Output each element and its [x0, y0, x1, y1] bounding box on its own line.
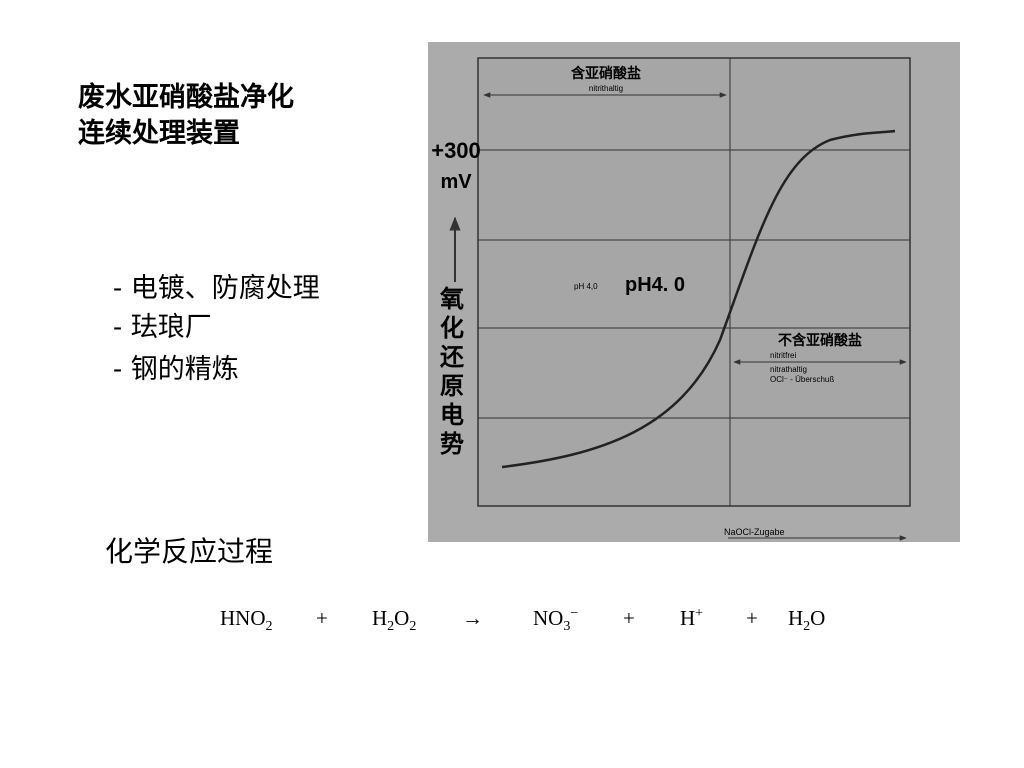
ph-small: pH 4,0	[574, 282, 598, 291]
equation-term: +	[316, 606, 328, 631]
equation-sup: −	[570, 606, 579, 621]
equation-text: HNO	[220, 606, 266, 630]
figure: 含亚硝酸盐 nitrithaltig +300 mV pH 4,0 pH4. 0…	[428, 42, 960, 542]
equation-term: H+	[680, 606, 703, 631]
equation-text: O	[394, 606, 410, 630]
section-title: 化学反应过程	[105, 535, 274, 568]
curve	[501, 129, 896, 469]
plot-frame	[477, 57, 911, 507]
equation-term: H2O	[788, 606, 825, 635]
equation-text: NO	[533, 606, 564, 630]
y-axis-label: 氧化还原电势	[440, 285, 464, 458]
right-label: 不含亚硝酸盐	[778, 332, 862, 348]
y-value: +300	[431, 138, 481, 163]
x-axis-label: NaOCl-Zugabe	[724, 527, 785, 537]
equation-sub: 2	[409, 619, 417, 635]
bullet: - 钢的精炼	[113, 354, 239, 385]
top-sublabel: nitrithaltig	[589, 84, 623, 93]
right-sublabel: nitritfrei	[770, 351, 796, 360]
equation-sup: +	[695, 606, 704, 621]
equation-term: H2O2	[372, 606, 416, 635]
ph-label: pH4. 0	[625, 274, 685, 296]
equation-text: H	[372, 606, 388, 630]
equation-text: +	[746, 606, 758, 630]
equation-text: H	[680, 606, 696, 630]
equation-term: NO3−	[533, 606, 578, 635]
equation-text: →	[462, 606, 483, 630]
equation-term: +	[746, 606, 758, 631]
bullet: - 珐琅厂	[113, 312, 212, 343]
y-unit: mV	[440, 171, 472, 193]
equation-sub: 2	[803, 619, 811, 635]
equation-term: +	[623, 606, 635, 631]
right-sublabel: OCl⁻ - Überschuß	[770, 375, 834, 384]
top-label: 含亚硝酸盐	[571, 65, 641, 81]
title-line: 连续处理装置	[78, 118, 240, 149]
equation-text: H	[788, 606, 804, 630]
equation-term: →	[462, 606, 483, 631]
grid	[478, 58, 910, 506]
equation-term: HNO2	[220, 606, 273, 635]
equation-text: +	[316, 606, 328, 630]
equation-sub: 3	[563, 619, 571, 635]
right-sublabel: nitrathaltig	[770, 365, 807, 374]
equation-sub: 2	[387, 619, 395, 635]
equation-sub: 2	[265, 619, 273, 635]
bullet: - 电镀、防腐处理	[113, 273, 320, 304]
equation-text: +	[623, 606, 635, 630]
equation-text: O	[810, 606, 826, 630]
title-line: 废水亚硝酸盐净化	[78, 82, 294, 113]
